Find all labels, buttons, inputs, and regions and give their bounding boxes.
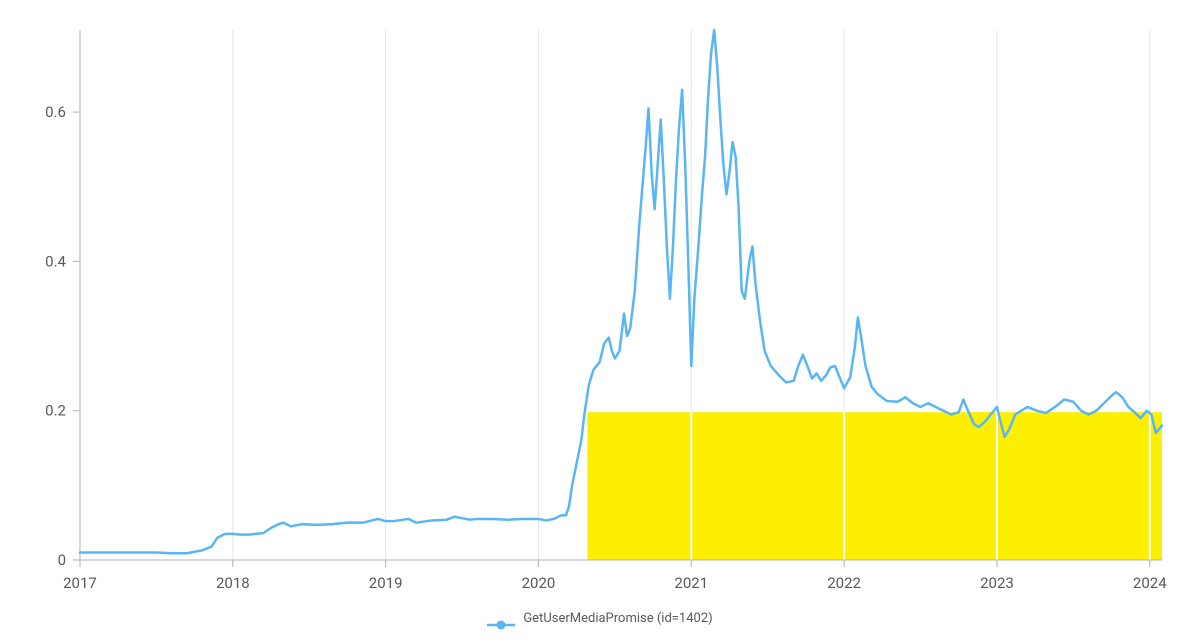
svg-text:0.2: 0.2 (45, 402, 66, 420)
svg-text:0: 0 (58, 551, 66, 569)
svg-text:0.4: 0.4 (45, 252, 66, 270)
svg-text:2019: 2019 (369, 574, 403, 592)
svg-text:2024: 2024 (1133, 574, 1167, 592)
legend[interactable]: GetUserMediaPromise (id=1402) (0, 611, 1200, 626)
svg-text:2017: 2017 (63, 574, 97, 592)
svg-text:2023: 2023 (980, 574, 1014, 592)
svg-text:2022: 2022 (827, 574, 861, 592)
svg-text:2021: 2021 (674, 574, 708, 592)
legend-label: GetUserMediaPromise (id=1402) (523, 611, 712, 626)
svg-text:2020: 2020 (522, 574, 556, 592)
chart-container: 2017 2018 2019 2020 2021 2022 2023 2024 0 0.2 0.4 0… (0, 0, 1200, 644)
svg-text:2018: 2018 (216, 574, 250, 592)
svg-text:0.6: 0.6 (45, 103, 66, 121)
line-chart: 2017 2018 2019 2020 2021 2022 2023 2024 0 0.2 0.4 0… (0, 0, 1200, 644)
